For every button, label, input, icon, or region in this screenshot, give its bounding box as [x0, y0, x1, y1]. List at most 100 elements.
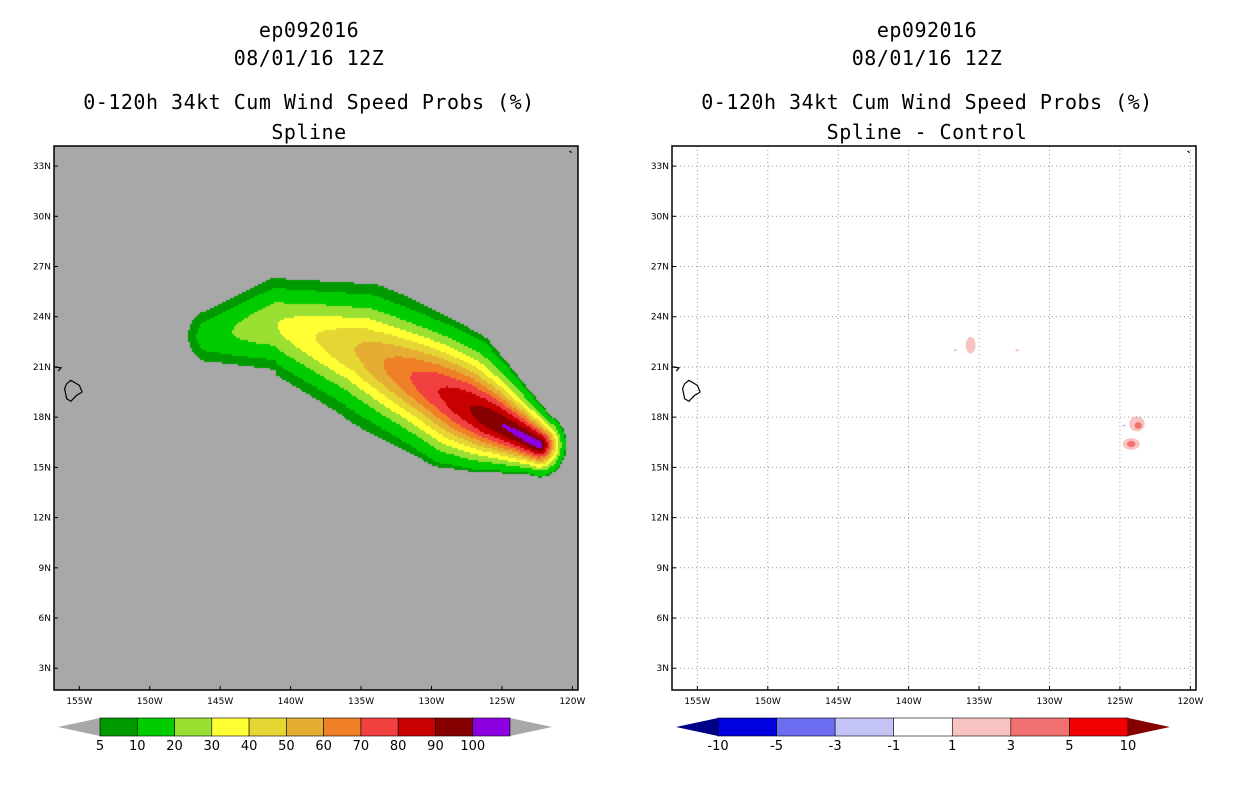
- right-y-tick-label: 24N: [651, 313, 669, 323]
- left-colorbar-label: 90: [427, 739, 444, 754]
- left-colorbar-label: 20: [166, 739, 183, 754]
- left-colorbar-label: 60: [315, 739, 332, 754]
- right-colorbar-left-arrow: [676, 718, 718, 736]
- right-panel: ep092016 08/01/16 12Z 0-120h 34kt Cum Wi…: [618, 0, 1236, 800]
- left-title-method: Spline: [271, 120, 347, 144]
- right-title-date: 08/01/16 12Z: [851, 46, 1003, 70]
- left-x-tick-label: 150W: [137, 697, 163, 707]
- right-y-tick-label: 3N: [657, 664, 669, 674]
- left-channel-island: [569, 150, 573, 154]
- right-colorbar-swatch: [1069, 717, 1129, 737]
- right-colorbar-label: 1: [948, 739, 956, 754]
- left-colorbar-label: 50: [278, 739, 295, 754]
- right-plot-background: [672, 146, 1196, 690]
- left-colorbar-swatch: [435, 717, 474, 737]
- right-colorbar-label: 3: [1007, 739, 1015, 754]
- left-colorbar-right-arrow: [510, 718, 552, 736]
- left-colorbar-swatch: [174, 717, 213, 737]
- right-y-tick-label: 30N: [651, 212, 669, 222]
- right-colorbar-label: -1: [887, 739, 900, 754]
- right-colorbar-swatch: [717, 717, 777, 737]
- left-y-tick-label: 33N: [33, 162, 51, 172]
- right-colorbar: -10 -5 -3 -1 1 3 5 10: [676, 717, 1170, 754]
- left-colorbar-swatch: [248, 717, 287, 737]
- right-x-tick-label: 140W: [896, 697, 922, 707]
- left-y-tick-label: 18N: [33, 413, 51, 423]
- right-x-tick-label: 130W: [1036, 697, 1062, 707]
- right-colorbar-right-arrow: [1128, 718, 1170, 736]
- right-title-storm: ep092016: [876, 18, 978, 42]
- right-y-tick-label: 33N: [651, 162, 669, 172]
- right-y-tick-label: 27N: [651, 263, 669, 273]
- right-colorbar-label: -10: [707, 739, 728, 754]
- right-colorbar-label: -5: [770, 739, 783, 754]
- left-colorbar: 5 10 20 30 40 50 60 70 80 90 100: [58, 717, 552, 754]
- right-difference-field: [953, 336, 1145, 450]
- left-x-tick-label: 125W: [489, 697, 515, 707]
- left-colorbar-swatch: [211, 717, 250, 737]
- left-panel: ep092016 08/01/16 12Z 0-120h 34kt Cum Wi…: [33, 18, 586, 754]
- right-big-island: [681, 379, 701, 403]
- right-title-product: 0-120h 34kt Cum Wind Speed Probs (%): [701, 90, 1153, 114]
- right-difference-cell: [953, 349, 957, 352]
- right-gridlines: [672, 146, 1196, 690]
- left-colorbar-swatch: [99, 717, 138, 737]
- left-y-tick-label: 12N: [33, 514, 51, 524]
- left-title-storm: ep092016: [258, 18, 360, 42]
- right-colorbar-label: 5: [1065, 739, 1073, 754]
- right-colorbar-swatch: [834, 717, 895, 737]
- left-colorbar-swatch: [136, 717, 175, 737]
- left-x-tick-label: 130W: [418, 697, 444, 707]
- right-colorbar-swatch: [776, 717, 836, 737]
- right-x-tick-label: 135W: [966, 697, 992, 707]
- left-y-tick-label: 3N: [39, 664, 51, 674]
- left-big-island: [63, 379, 83, 403]
- right-colorbar-swatch: [893, 717, 953, 737]
- left-y-tick-label: 9N: [39, 564, 51, 574]
- left-colorbar-label: 80: [390, 739, 407, 754]
- left-colorbar-label: 5: [96, 739, 104, 754]
- left-colorbar-swatch: [323, 717, 362, 737]
- right-x-tick-label: 125W: [1107, 697, 1133, 707]
- left-x-tick-label: 145W: [207, 697, 233, 707]
- left-map-chart: 155W 150W 145W 140W 135W 130W 125W 120W 3N 6N 9N 12…: [33, 145, 586, 754]
- right-difference-cell: [1126, 440, 1136, 447]
- left-y-tick-label: 27N: [33, 263, 51, 273]
- right-y-tick-label: 15N: [651, 463, 669, 473]
- right-y-tick-label: 21N: [651, 363, 669, 373]
- right-y-tick-label: 18N: [651, 413, 669, 423]
- right-x-tick-label: 145W: [825, 697, 851, 707]
- right-difference-cell: [965, 336, 976, 354]
- left-y-tick-label: 21N: [33, 363, 51, 373]
- left-colorbar-swatch: [472, 717, 511, 737]
- right-channel-island: [1187, 150, 1191, 154]
- left-colorbar-label: 10: [129, 739, 146, 754]
- left-colorbar-swatch: [286, 717, 324, 737]
- right-plot-frame: [671, 145, 1197, 691]
- left-y-tick-label: 24N: [33, 313, 51, 323]
- left-probability-field: [54, 146, 578, 690]
- left-y-tick-label: 30N: [33, 212, 51, 222]
- right-y-tick-label: 6N: [657, 614, 669, 624]
- left-plot-frame: [53, 145, 579, 691]
- right-colorbar-swatch: [1010, 717, 1070, 737]
- left-title-date: 08/01/16 12Z: [233, 46, 385, 70]
- left-colorbar-label: 30: [204, 739, 221, 754]
- right-difference-cell: [1122, 424, 1126, 427]
- right-title-method: Spline - Control: [826, 120, 1028, 144]
- left-x-tick-label: 155W: [66, 697, 92, 707]
- left-colorbar-swatch: [397, 717, 436, 737]
- right-y-tick-label: 12N: [651, 514, 669, 524]
- left-colorbar-left-arrow: [58, 718, 100, 736]
- right-colorbar-label: 10: [1120, 739, 1137, 754]
- right-x-tick-label: 120W: [1177, 697, 1203, 707]
- left-title-product: 0-120h 34kt Cum Wind Speed Probs (%): [83, 90, 535, 114]
- left-x-tick-label: 135W: [348, 697, 374, 707]
- right-x-tick-label: 155W: [684, 697, 710, 707]
- left-y-tick-label: 6N: [39, 614, 51, 624]
- left-colorbar-label: 70: [353, 739, 370, 754]
- left-colorbar-label: 100: [460, 739, 485, 754]
- left-colorbar-label: 40: [241, 739, 258, 754]
- left-colorbar-swatch: [360, 717, 399, 737]
- right-difference-cell: [1015, 349, 1019, 352]
